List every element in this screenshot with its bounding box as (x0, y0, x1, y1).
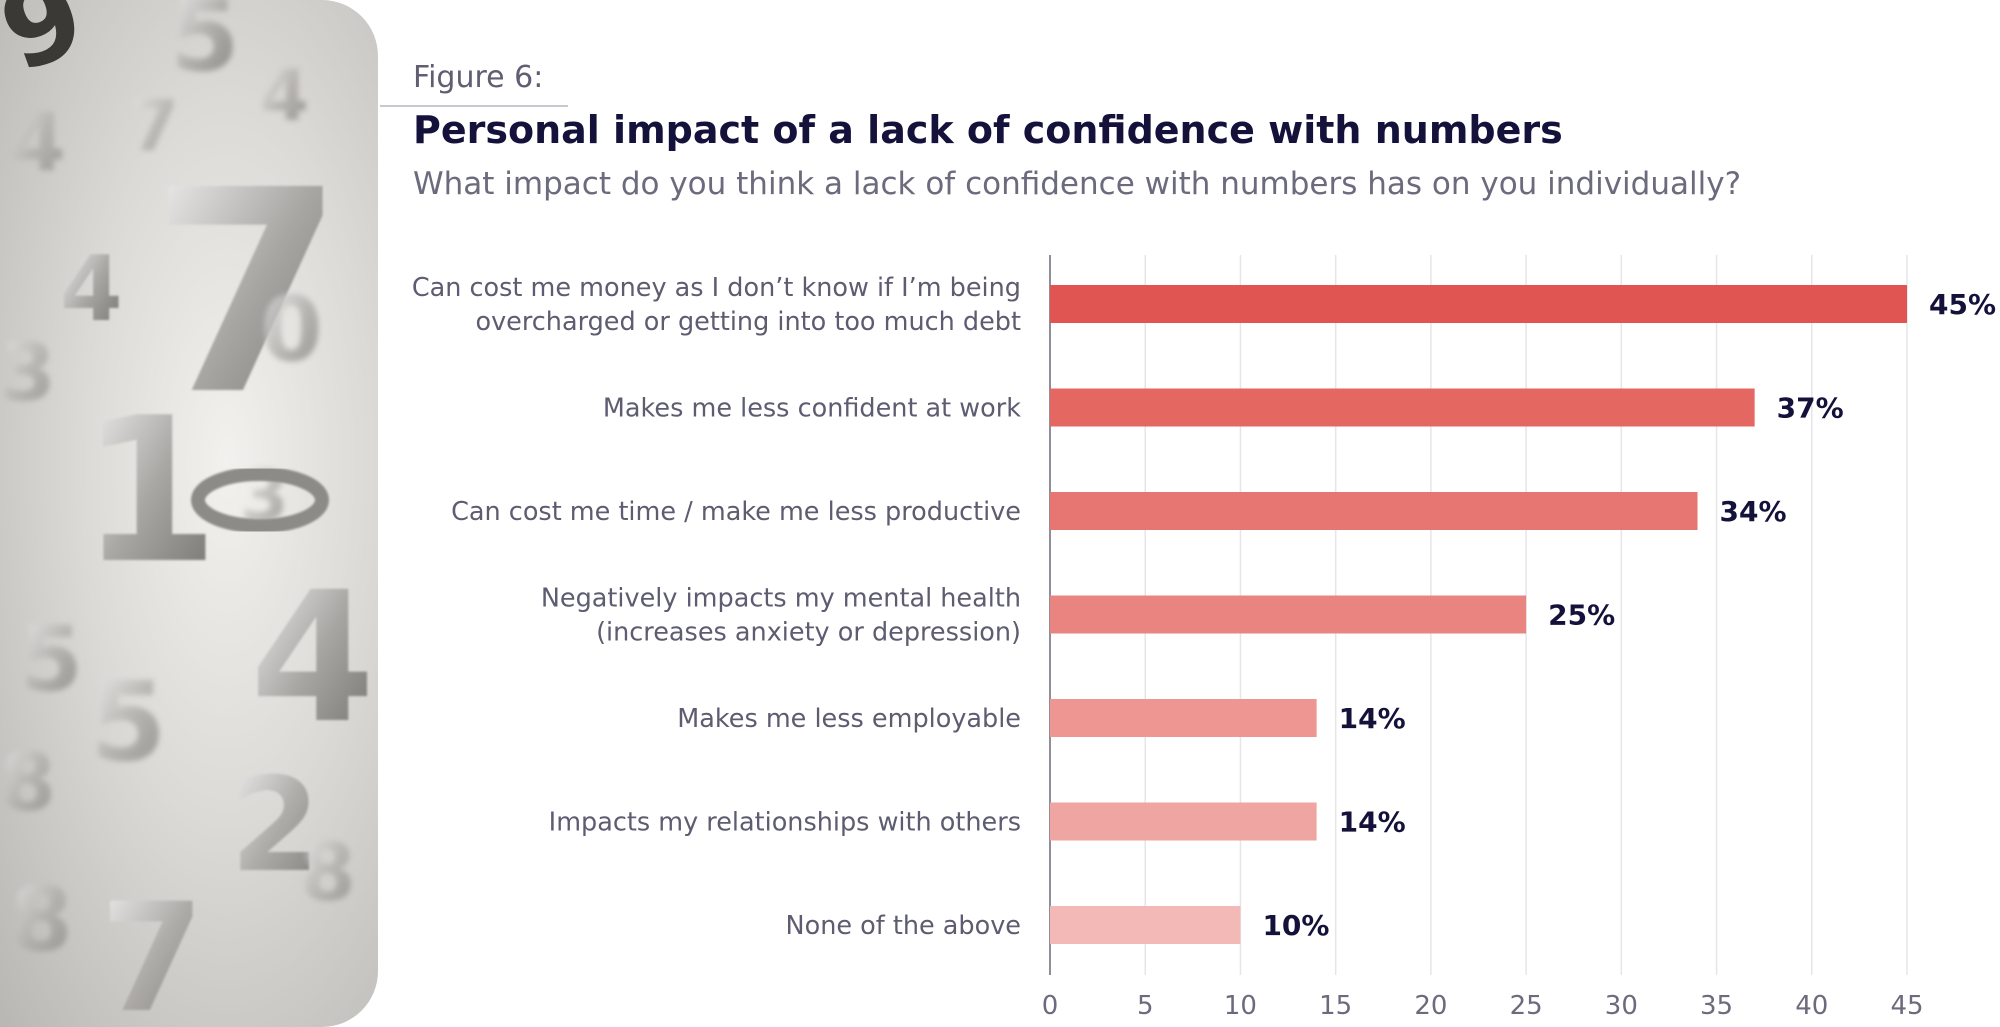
value-label-6: 14% (1339, 806, 1406, 839)
category-label-2: Makes me less confident at work (603, 394, 1021, 424)
figure-label: Figure 6: (413, 60, 544, 95)
bar-4 (1050, 595, 1527, 634)
bar-3 (1050, 492, 1698, 530)
x-tick-label-20: 20 (1414, 991, 1447, 1021)
svg-text:7: 7 (130, 85, 179, 167)
x-tick-label-45: 45 (1890, 991, 1923, 1021)
value-label-7: 10% (1262, 909, 1329, 942)
chart-labels: 45% Can cost me money as I don’t know if … (412, 273, 1996, 942)
x-tick-label-30: 30 (1605, 991, 1638, 1021)
category-label-6: Impacts my relationships with others (549, 808, 1021, 838)
bar-6 (1050, 802, 1317, 841)
bar-1 (1050, 285, 1907, 323)
svg-text:5: 5 (170, 0, 240, 94)
x-tick-label-15: 15 (1319, 991, 1352, 1021)
chart-subtitle: What impact do you think a lack of confi… (413, 166, 1742, 202)
bar-7 (1050, 906, 1241, 944)
bar-5 (1050, 699, 1317, 737)
chart-title: Personal impact of a lack of confidence … (413, 108, 1563, 152)
value-label-1: 45% (1929, 288, 1996, 321)
svg-text:3: 3 (0, 326, 56, 419)
svg-text:8: 8 (10, 867, 73, 972)
svg-text:7: 7 (150, 131, 345, 457)
category-label-5: Makes me less employable (677, 704, 1021, 734)
svg-text:8: 8 (0, 736, 56, 829)
bar-2 (1050, 388, 1755, 427)
svg-text:5: 5 (90, 658, 167, 786)
svg-text:5: 5 (20, 607, 83, 712)
category-label-4: Negatively impacts my mental health (incr… (541, 584, 1021, 648)
x-tick-label-0: 0 (1042, 991, 1059, 1021)
figure-label-rule (380, 105, 568, 107)
x-tick-label-10: 10 (1224, 991, 1257, 1021)
svg-text:8: 8 (300, 826, 356, 919)
x-tick-label-5: 5 (1137, 991, 1154, 1021)
svg-text:7: 7 (100, 872, 204, 1027)
svg-text:2: 2 (230, 749, 320, 901)
value-label-2: 37% (1777, 392, 1844, 425)
category-label-3: Can cost me time / make me less producti… (451, 497, 1021, 527)
value-label-3: 34% (1720, 495, 1787, 528)
svg-text:4: 4 (60, 237, 123, 342)
category-label-1: Can cost me money as I don’t know if I’m… (412, 273, 1021, 337)
category-label-7: None of the above (786, 911, 1021, 941)
chart-bars (1050, 285, 1907, 944)
value-label-4: 25% (1548, 599, 1615, 632)
x-tick-label-40: 40 (1795, 991, 1828, 1021)
x-tick-label-25: 25 (1510, 991, 1543, 1021)
value-label-5: 14% (1339, 702, 1406, 735)
x-tick-label-35: 35 (1700, 991, 1733, 1021)
decorative-numbers-photo: 9 5 4 4 7 7 4 0 3 1 3 4 5 5 8 2 8 8 7 (0, 0, 378, 1027)
chart-x-ticks: 0 5 10 15 20 25 30 35 40 45 (1042, 991, 1924, 1021)
svg-text:4: 4 (250, 554, 375, 763)
svg-text:4: 4 (260, 55, 309, 137)
svg-text:0: 0 (260, 277, 323, 382)
svg-text:4: 4 (10, 96, 66, 189)
